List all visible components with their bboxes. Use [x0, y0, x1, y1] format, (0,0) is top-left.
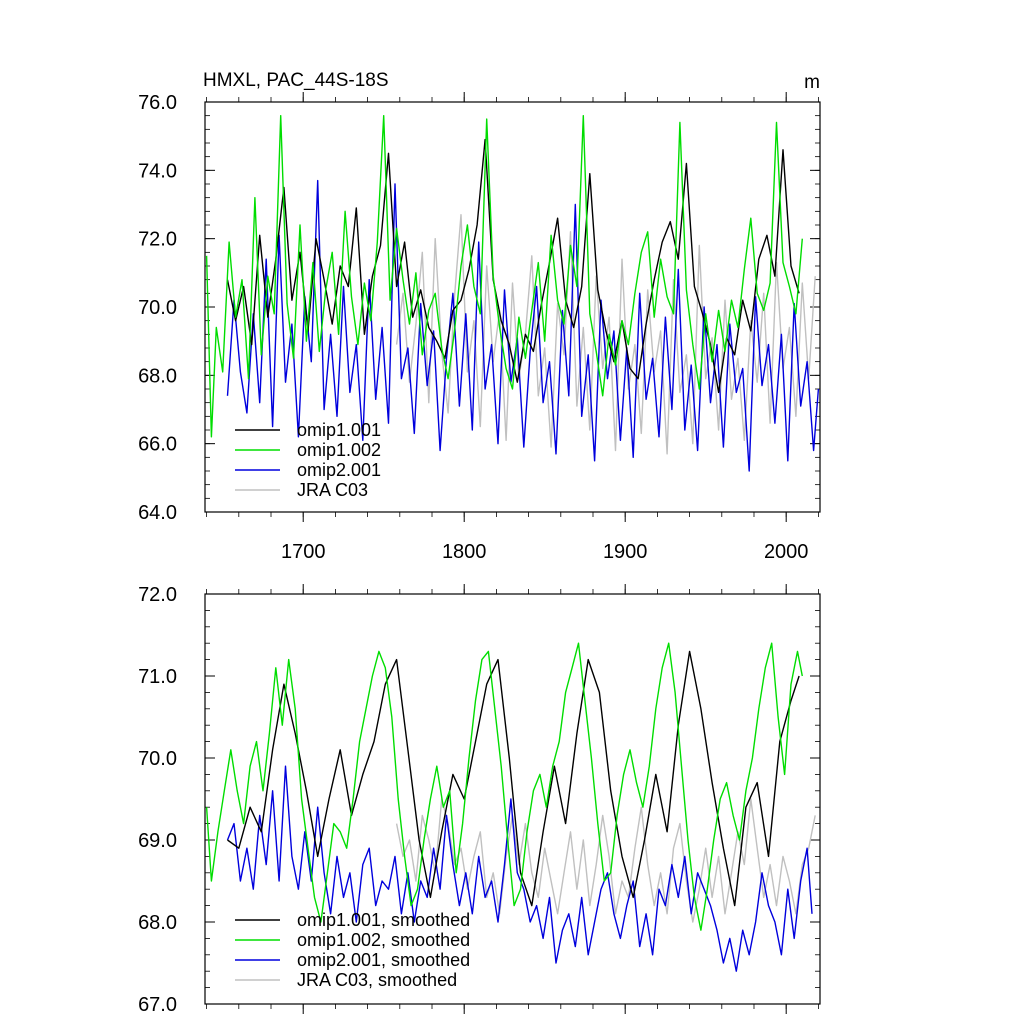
y-tick-label: 72.0 [138, 584, 177, 606]
top-series [205, 114, 820, 472]
y-tick-label: 72.0 [138, 229, 177, 251]
series-line-omip1-001 [226, 138, 800, 394]
series-line-jra-c03 [395, 213, 816, 455]
chart-title: HMXL, PAC_44S-18S [203, 70, 389, 91]
bottom-panel: 67.0 68.0 69.0 70.0 71.0 72.0 omip1.001, smoo… [138, 584, 821, 1016]
bottom-ticks: 67.0 68.0 69.0 70.0 71.0 72.0 [138, 584, 820, 1016]
top-ticks: 64.0 66.0 68.0 70.0 72.0 74.0 76.0 1700 1800 1900… [138, 92, 820, 563]
x-tick-label: 1900 [603, 541, 648, 563]
legend-label: omip1.002 [297, 440, 381, 460]
legend-label: omip1.002, smoothed [297, 930, 470, 950]
y-tick-label: 66.0 [138, 434, 177, 456]
series-line-jra-c03-smoothed [395, 798, 816, 923]
x-tick-label: 1800 [442, 541, 487, 563]
units-label: m [804, 72, 820, 93]
y-tick-label: 70.0 [138, 297, 177, 319]
series-line-omip1-001-smoothed [227, 650, 800, 907]
series-line-omip2-001 [226, 179, 820, 472]
y-tick-label: 68.0 [138, 365, 177, 387]
bottom-series [205, 642, 816, 972]
y-tick-label: 76.0 [138, 92, 177, 114]
legend-label: omip2.001, smoothed [297, 950, 470, 970]
y-tick-label: 70.0 [138, 748, 177, 770]
legend-label: omip1.001, smoothed [297, 910, 470, 930]
y-tick-label: 68.0 [138, 912, 177, 934]
x-tick-label: 1700 [281, 541, 326, 563]
bottom-plot-frame [204, 593, 821, 1005]
x-tick-label: 2000 [764, 541, 809, 563]
y-tick-label: 67.0 [138, 994, 177, 1016]
series-line-omip2-001-smoothed [226, 765, 813, 972]
y-tick-label: 69.0 [138, 830, 177, 852]
series-line-omip1-002 [205, 114, 803, 438]
legend-label: omip2.001 [297, 460, 381, 480]
series-line-omip1-002-smoothed [205, 642, 803, 931]
legend-label: omip1.001 [297, 420, 381, 440]
y-tick-label: 71.0 [138, 666, 177, 688]
y-tick-label: 74.0 [138, 160, 177, 182]
legend-label: JRA C03 [297, 480, 368, 500]
legend-label: JRA C03, smoothed [297, 970, 457, 990]
top-panel: HMXL, PAC_44S-18S m 64.0 66.0 68.0 70.0 72.0… [138, 70, 821, 563]
y-tick-label: 64.0 [138, 502, 177, 524]
